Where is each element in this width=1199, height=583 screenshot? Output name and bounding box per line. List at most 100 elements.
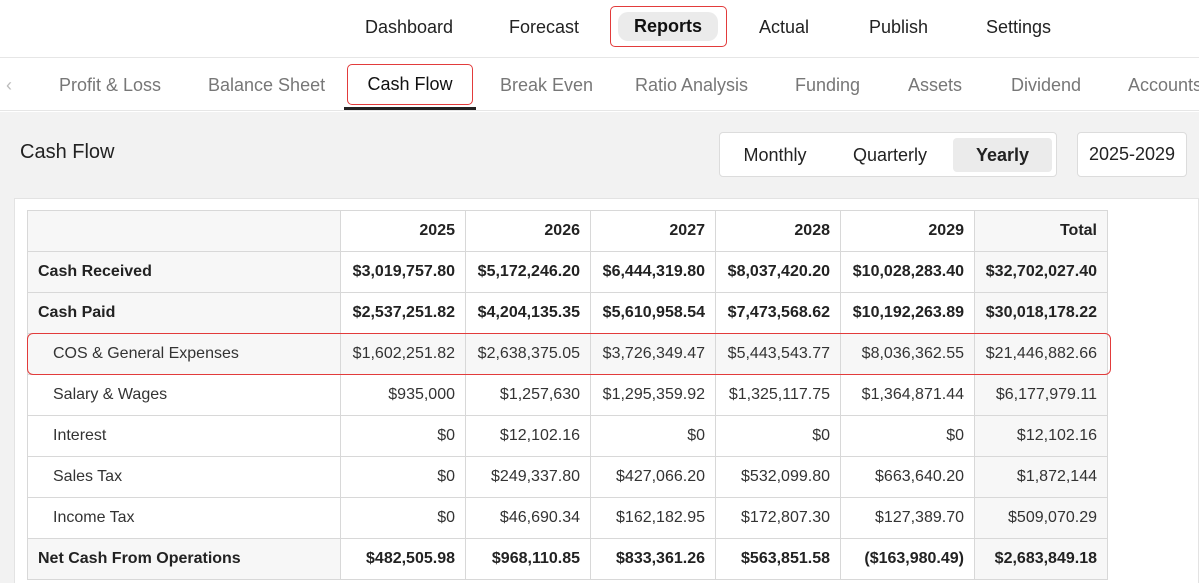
nav-forecast[interactable]: Forecast [509,17,580,37]
table-row: Income Tax $0 $46,690.34 $162,182.95 $17… [27,497,1108,539]
table-row: Cash Received $3,019,757.80 $5,172,246.2… [27,251,1108,293]
row-label: Interest [27,415,341,457]
nav-reports-highlight: Reports [610,6,727,47]
cell-total: $2,683,849.18 [974,538,1108,580]
cell-value-negative: ($163,980.49) [840,538,975,580]
cell-value: $0 [840,415,975,457]
cell-total: $32,702,027.40 [974,251,1108,293]
cell-value: $0 [715,415,841,457]
row-label: Cash Received [27,251,341,293]
cell-value: $127,389.70 [840,497,975,539]
active-tab-underline [344,107,476,110]
cell-value: $968,110.85 [465,538,591,580]
cell-value: $0 [590,415,716,457]
cell-value: $5,610,958.54 [590,292,716,334]
tab-assets[interactable]: Assets [908,75,963,95]
row-label: Sales Tax [27,456,341,498]
cell-value: $0 [340,456,466,498]
cell-value: $935,000 [340,374,466,416]
row-label: Salary & Wages [27,374,341,416]
cell-value: $10,192,263.89 [840,292,975,334]
table-row: COS & General Expenses $1,602,251.82 $2,… [27,333,1108,375]
cell-value: $12,102.16 [465,415,591,457]
nav-publish[interactable]: Publish [869,17,929,37]
table-row: Net Cash From Operations $482,505.98 $96… [27,538,1108,580]
period-yearly-button[interactable]: Yearly [953,138,1052,172]
cell-value: $1,295,359.92 [590,374,716,416]
row-label: Net Cash From Operations [27,538,341,580]
cell-value: $1,325,117.75 [715,374,841,416]
cell-value: $427,066.20 [590,456,716,498]
cell-value: $1,602,251.82 [340,333,466,375]
cell-value: $2,638,375.05 [465,333,591,375]
tab-ratio-analysis[interactable]: Ratio Analysis [635,75,749,95]
page-title: Cash Flow [20,141,115,163]
cell-total: $509,070.29 [974,497,1108,539]
cell-total: $1,872,144 [974,456,1108,498]
tab-profit-loss[interactable]: Profit & Loss [59,75,162,95]
cell-value: $162,182.95 [590,497,716,539]
tab-balance-sheet[interactable]: Balance Sheet [208,75,326,95]
header-label-cell [27,210,341,252]
cell-total: $12,102.16 [974,415,1108,457]
cell-value: $46,690.34 [465,497,591,539]
cell-value: $1,364,871.44 [840,374,975,416]
tab-funding[interactable]: Funding [795,75,861,95]
tab-break-even[interactable]: Break Even [500,75,594,95]
cell-value: $833,361.26 [590,538,716,580]
nav-dashboard[interactable]: Dashboard [365,17,454,37]
tab-cash-flow[interactable]: Cash Flow [367,74,453,94]
table-row: Salary & Wages $935,000 $1,257,630 $1,29… [27,374,1108,416]
table-row: Cash Paid $2,537,251.82 $4,204,135.35 $5… [27,292,1108,334]
cash-flow-table: 2025 2026 2027 2028 2029 Total Cash Rece… [27,210,1108,580]
header-2028: 2028 [715,210,841,252]
cell-value: $10,028,283.40 [840,251,975,293]
cell-total: $6,177,979.11 [974,374,1108,416]
cell-value: $8,037,420.20 [715,251,841,293]
header-2026: 2026 [465,210,591,252]
year-range-selector[interactable]: 2025-2029 [1077,132,1187,177]
cell-value: $6,444,319.80 [590,251,716,293]
tab-cash-flow-highlight: Cash Flow [347,64,473,105]
cell-value: $563,851.58 [715,538,841,580]
cell-value: $0 [340,497,466,539]
cell-value: $0 [340,415,466,457]
row-label: Income Tax [27,497,341,539]
row-label: Cash Paid [27,292,341,334]
cell-value: $663,640.20 [840,456,975,498]
report-tabs: ‹ Profit & Loss Balance Sheet Cash Flow … [0,59,1199,111]
cell-value: $4,204,135.35 [465,292,591,334]
header-total: Total [974,210,1108,252]
cell-total: $21,446,882.66 [974,333,1108,375]
cell-value: $7,473,568.62 [715,292,841,334]
period-toggle: Monthly Quarterly Yearly [719,132,1057,177]
cell-value: $5,172,246.20 [465,251,591,293]
table-row: Sales Tax $0 $249,337.80 $427,066.20 $53… [27,456,1108,498]
cell-value: $249,337.80 [465,456,591,498]
table-header-row: 2025 2026 2027 2028 2029 Total [27,210,1108,252]
cell-value: $3,726,349.47 [590,333,716,375]
table-row: Interest $0 $12,102.16 $0 $0 $0 $12,102.… [27,415,1108,457]
chevron-left-icon[interactable]: ‹ [6,75,12,95]
cell-value: $3,019,757.80 [340,251,466,293]
cell-total: $30,018,178.22 [974,292,1108,334]
row-label: COS & General Expenses [27,333,341,375]
period-monthly-button[interactable]: Monthly [743,145,807,165]
nav-reports[interactable]: Reports [618,12,718,41]
cell-value: $532,099.80 [715,456,841,498]
cell-value: $2,537,251.82 [340,292,466,334]
top-navigation: Dashboard Forecast Reports Actual Publis… [0,0,1199,58]
header-2029: 2029 [840,210,975,252]
header-2025: 2025 [340,210,466,252]
header-2027: 2027 [590,210,716,252]
tab-dividend[interactable]: Dividend [1011,75,1082,95]
nav-actual[interactable]: Actual [759,17,810,37]
cell-value: $8,036,362.55 [840,333,975,375]
period-quarterly-button[interactable]: Quarterly [852,145,928,165]
cell-value: $172,807.30 [715,497,841,539]
cell-value: $1,257,630 [465,374,591,416]
tab-accounts[interactable]: Accounts [1128,75,1199,95]
cell-value: $482,505.98 [340,538,466,580]
nav-settings[interactable]: Settings [986,17,1052,37]
cell-value: $5,443,543.77 [715,333,841,375]
